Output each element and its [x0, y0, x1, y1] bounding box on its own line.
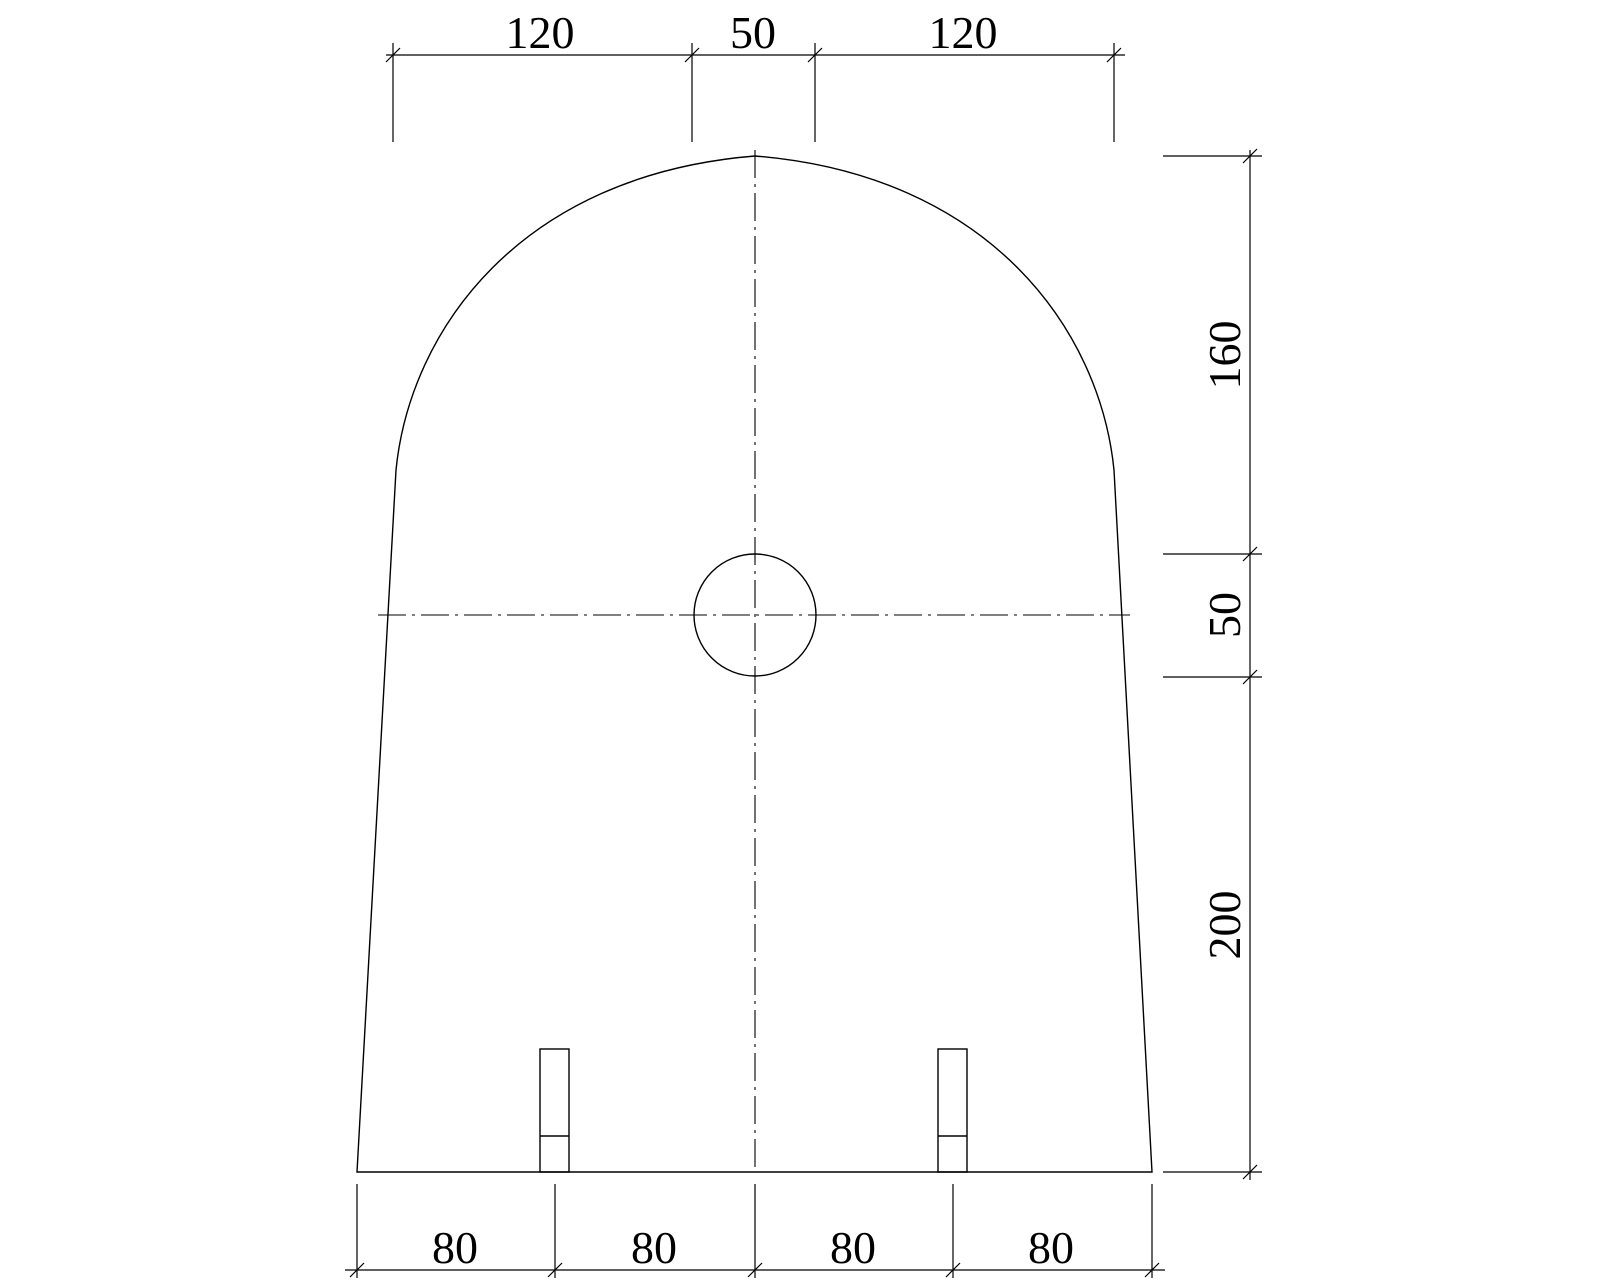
top-dimension-label-2: 50 — [730, 7, 776, 58]
top-dimension-label-3: 120 — [929, 7, 998, 58]
right-tick — [1242, 1164, 1258, 1180]
right-tick — [1242, 669, 1258, 685]
top-dimension-chain: 120 50 120 — [385, 7, 1125, 142]
top-tick — [385, 47, 401, 63]
bottom-tick — [349, 1262, 365, 1278]
right-dimension-chain: 160 50 200 — [1163, 148, 1262, 1180]
top-tick — [1106, 47, 1122, 63]
bottom-slot-right — [937, 1048, 968, 1173]
right-tick — [1242, 546, 1258, 562]
top-tick — [807, 47, 823, 63]
bottom-tick — [747, 1262, 763, 1278]
top-tick — [684, 47, 700, 63]
bottom-dimension-label-1: 80 — [432, 1222, 478, 1273]
right-tick — [1242, 148, 1258, 164]
bottom-slot-left — [539, 1048, 570, 1173]
center-hole — [693, 553, 817, 677]
bottom-dimension-label-3: 80 — [830, 1222, 876, 1273]
bottom-tick — [547, 1262, 563, 1278]
bottom-dimension-label-2: 80 — [631, 1222, 677, 1273]
bottom-tick — [945, 1262, 961, 1278]
bottom-tick — [1144, 1262, 1160, 1278]
right-dimension-label-2: 50 — [1199, 592, 1250, 638]
top-dimension-label-1: 120 — [506, 7, 575, 58]
bottom-dimension-chain: 80 80 80 80 — [345, 1184, 1165, 1278]
bottom-dimension-label-4: 80 — [1028, 1222, 1074, 1273]
right-dimension-label-3: 200 — [1199, 891, 1250, 960]
right-dimension-label-1: 160 — [1199, 321, 1250, 390]
